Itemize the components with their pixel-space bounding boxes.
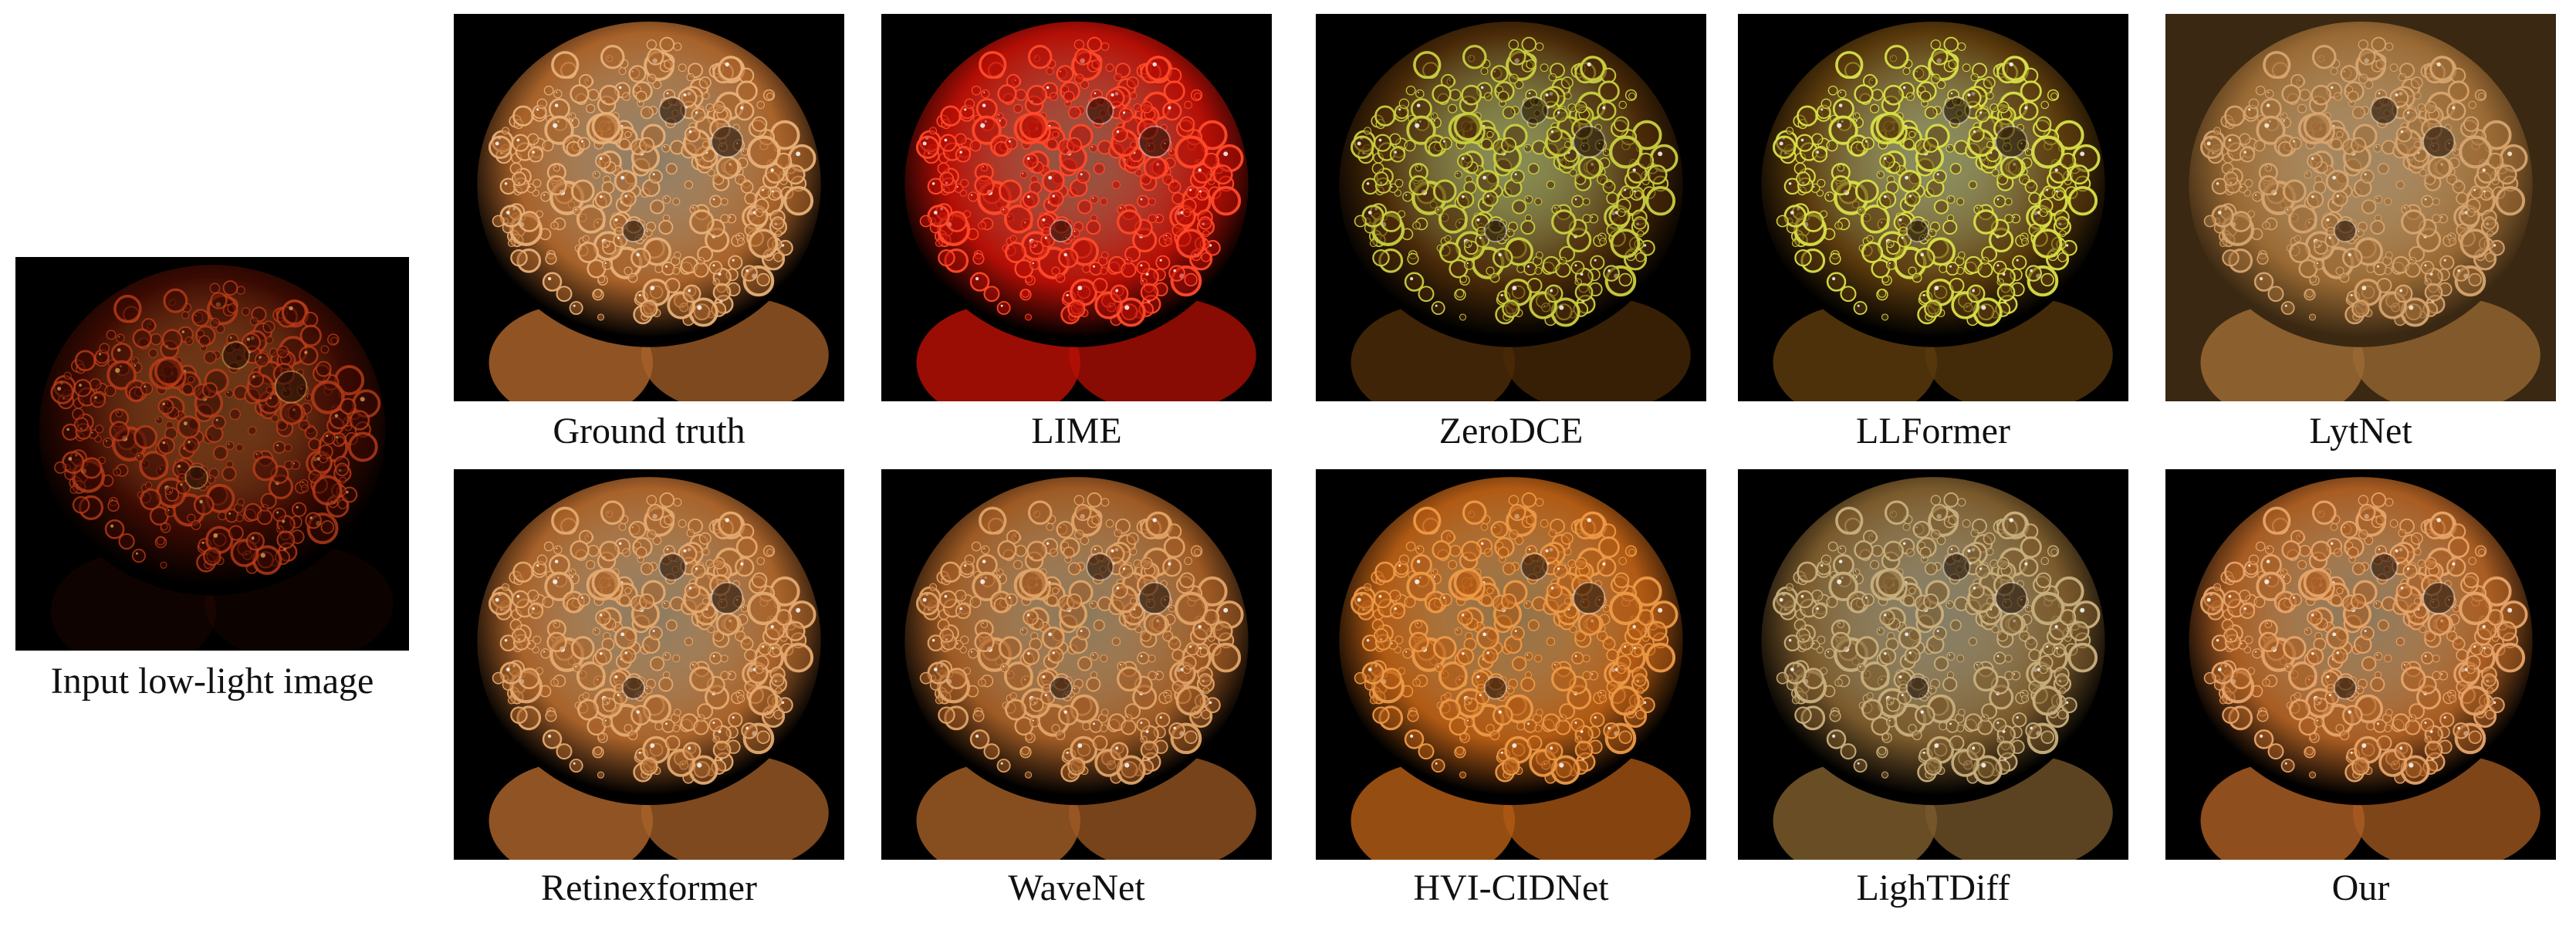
bubble-scene-svg xyxy=(1738,14,2128,401)
caption-llformer: LLFormer xyxy=(1856,411,2010,451)
caption-zerodce: ZeroDCE xyxy=(1438,411,1584,451)
our-result-image xyxy=(2165,469,2556,860)
lime-result-image xyxy=(881,14,1272,401)
caption-lytnet: LytNet xyxy=(2309,411,2412,451)
bubble-scene-svg xyxy=(1316,469,1706,860)
caption-our: Our xyxy=(2331,867,2390,908)
bubble-scene-svg xyxy=(454,469,844,860)
ground-truth-image xyxy=(454,14,844,401)
caption-lightdiff: LighTDiff xyxy=(1856,867,2010,908)
bubble-scene-svg xyxy=(2165,14,2556,401)
bubble-scene-svg xyxy=(1316,14,1706,401)
hvi-cidnet-result-image xyxy=(1316,469,1706,860)
lightdiff-result-image xyxy=(1738,469,2128,860)
bubble-scene-svg xyxy=(1738,469,2128,860)
lytnet-result-image xyxy=(2165,14,2556,401)
caption-wavenet: WaveNet xyxy=(1008,867,1145,908)
wavenet-result-image xyxy=(881,469,1272,860)
bubble-scene-svg xyxy=(881,14,1272,401)
retinexformer-result-image xyxy=(454,469,844,860)
bubble-scene-svg xyxy=(15,257,409,651)
caption-hvi-cidnet: HVI-CIDNet xyxy=(1413,867,1609,908)
caption-input-low-light-image: Input low-light image xyxy=(50,661,374,702)
bubble-scene-svg xyxy=(881,469,1272,860)
caption-ground-truth: Ground truth xyxy=(553,411,745,451)
input-low-light-image xyxy=(15,257,409,651)
llformer-result-image xyxy=(1738,14,2128,401)
zerodce-result-image xyxy=(1316,14,1706,401)
caption-retinexformer: Retinexformer xyxy=(541,867,757,908)
caption-lime: LIME xyxy=(1031,411,1122,451)
bubble-scene-svg xyxy=(454,14,844,401)
bubble-scene-svg xyxy=(2165,469,2556,860)
